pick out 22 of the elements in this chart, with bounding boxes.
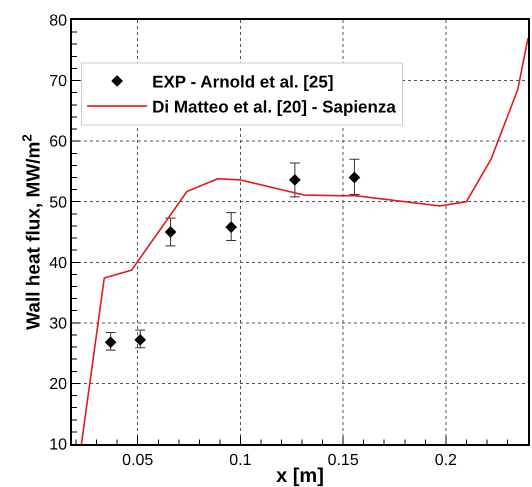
point (104, 336, 116, 348)
x-axis-title: x [m] (276, 465, 324, 487)
x-tick-label: 0.15 (328, 452, 359, 469)
y-tick-label: 50 (49, 194, 68, 212)
point (134, 334, 146, 346)
point (164, 226, 176, 238)
x-tick-label: 0.05 (122, 452, 154, 469)
point (348, 172, 360, 184)
y-tick-label: 80 (49, 12, 68, 30)
y-tick-label: 20 (49, 376, 68, 394)
y-tick-label: 60 (49, 134, 68, 151)
legend-label: Di Matteo et al. [20] - Sapienza (152, 98, 396, 117)
x-tick-label: 0.2 (434, 452, 458, 469)
x-tick-label: 0.1 (229, 452, 252, 469)
y-tick-label: 30 (49, 315, 68, 332)
line-series (80, 37, 528, 444)
y-tick-label: 70 (49, 73, 68, 90)
y-tick-label: 40 (49, 254, 68, 272)
point (289, 174, 301, 186)
legend-label: EXP - Arnold et al. [25] (152, 72, 334, 92)
y-tick-label: 10 (49, 436, 68, 454)
point (225, 221, 238, 233)
